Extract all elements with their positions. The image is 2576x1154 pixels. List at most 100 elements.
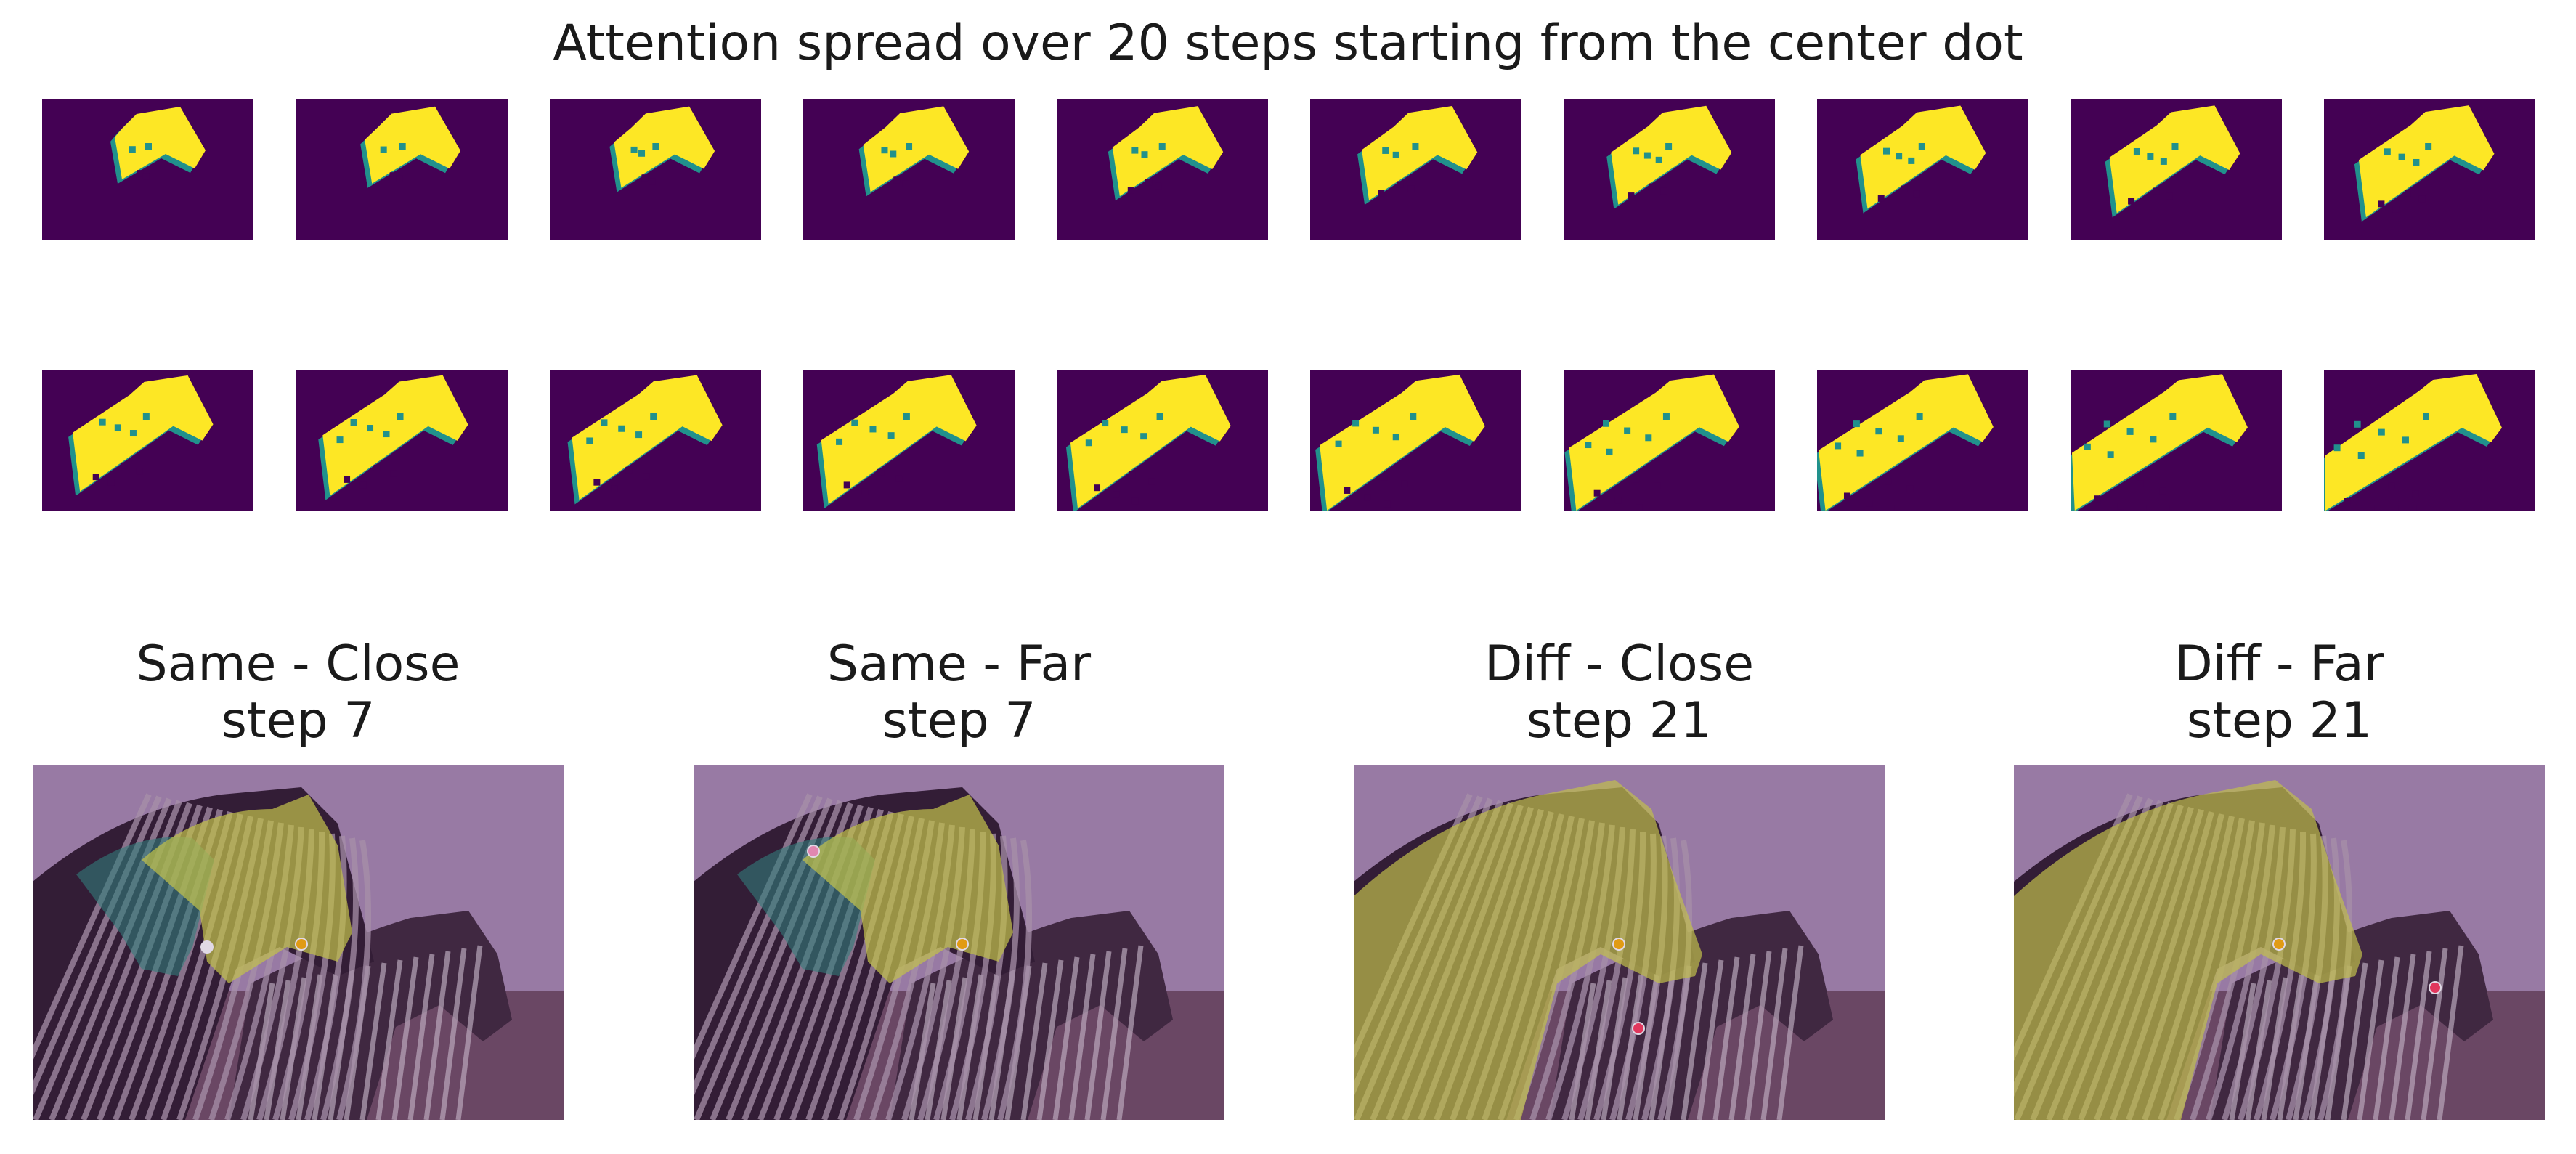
- attention-speckle: [1602, 420, 1609, 427]
- attention-speckle: [1382, 147, 1389, 154]
- attention-speckle: [652, 143, 659, 150]
- attention-speckle: [129, 146, 136, 153]
- attention-speckle: [2357, 452, 2365, 459]
- attention-map: [1606, 105, 1732, 209]
- attention-speckle: [1913, 190, 1920, 198]
- attention-speckle: [99, 418, 106, 426]
- attention-speckle: [2333, 444, 2341, 452]
- attention-step-18: [1817, 370, 2028, 511]
- attention-speckle: [1853, 420, 1860, 428]
- zebra-stripe: [1068, 954, 1096, 1120]
- zebra-stripe: [1084, 951, 1112, 1120]
- attention-speckle: [1654, 482, 1661, 489]
- attention-speckle: [887, 432, 895, 439]
- panel-title: Same - Close step 7: [33, 636, 564, 749]
- attention-speckle: [2137, 480, 2144, 487]
- zebra-stripe: [455, 945, 483, 1120]
- attention-speckle: [1906, 485, 1914, 492]
- attention-speckle: [359, 481, 367, 489]
- attention-speckle: [2160, 158, 2167, 165]
- attention-core: [821, 375, 977, 505]
- attention-speckle: [1585, 442, 1592, 449]
- attention-speckle: [142, 173, 150, 180]
- attention-step-11: [42, 370, 253, 511]
- attention-speckle: [390, 470, 397, 477]
- attention-speckle: [903, 413, 910, 420]
- attention-speckle: [1897, 435, 1904, 442]
- attention-speckle: [2159, 487, 2166, 495]
- panel-title: Diff - Close step 21: [1354, 636, 1885, 749]
- attention-map: [1817, 374, 1994, 511]
- attention-speckle: [1875, 428, 1882, 435]
- reference-point-dot: [1632, 1022, 1645, 1035]
- zebra-stripe: [1681, 962, 1708, 1120]
- attention-speckle: [1131, 497, 1139, 505]
- attention-speckle: [142, 413, 150, 420]
- attention-step-8: [1817, 99, 2028, 240]
- attention-map: [360, 106, 461, 188]
- attention-step-19: [2071, 370, 2282, 511]
- attention-core: [1819, 374, 1994, 511]
- zebra-photo: [2014, 765, 2545, 1120]
- attention-speckle: [1410, 413, 1417, 420]
- zebra-stripe: [2373, 956, 2400, 1120]
- attention-speckle: [643, 473, 650, 480]
- attention-step-20: [2324, 370, 2535, 511]
- reference-point-dot: [807, 845, 820, 858]
- attention-map: [1357, 105, 1478, 205]
- attention-speckle: [2392, 206, 2400, 213]
- panel-title-step: step 21: [2186, 692, 2373, 749]
- attention-speckle: [618, 425, 625, 432]
- attention-speckle: [350, 419, 357, 426]
- attention-map: [68, 375, 214, 496]
- attention-speckle: [1102, 420, 1109, 427]
- zebra-stripe: [2357, 959, 2384, 1120]
- attention-step-10: [2324, 99, 2535, 240]
- attention-map: [1564, 374, 1739, 511]
- attention-step-12: [296, 370, 508, 511]
- panel-title-condition: Diff - Far: [2174, 635, 2384, 693]
- attention-speckle: [1384, 500, 1391, 508]
- attention-core: [614, 106, 715, 188]
- attention-speckle: [2354, 420, 2361, 428]
- attention-speckle: [1624, 427, 1631, 434]
- attention-map: [2324, 374, 2502, 511]
- attention-speckle: [2344, 498, 2351, 505]
- zebra-stripe: [423, 951, 451, 1120]
- attention-map: [2354, 105, 2495, 222]
- zebra-stripe: [1036, 959, 1064, 1120]
- attention-speckle: [1094, 484, 1101, 492]
- attention-speckle: [2404, 190, 2411, 197]
- attention-speckle: [641, 174, 649, 182]
- attention-speckle: [2153, 187, 2160, 195]
- attention-core: [2358, 105, 2495, 218]
- zebra-stripe: [997, 840, 1033, 1120]
- attention-speckle: [1121, 426, 1128, 434]
- attention-speckle: [2084, 443, 2091, 450]
- attention-speckle: [1412, 143, 1419, 150]
- panel-title: Diff - Far step 21: [2014, 636, 2545, 749]
- attention-speckle: [2384, 148, 2391, 155]
- zebra-stripe: [336, 840, 372, 1120]
- attention-speckle: [906, 143, 913, 150]
- attention-speckle: [1856, 450, 1864, 457]
- attention-speckle: [2368, 505, 2375, 511]
- zebra-photo: [33, 765, 564, 1120]
- panel-title-condition: Same - Close: [136, 635, 460, 693]
- attention-overlay: [142, 795, 352, 983]
- attention-speckle: [129, 430, 137, 437]
- zebra-stripe: [981, 837, 1020, 1120]
- attention-speckle: [2378, 428, 2385, 436]
- attention-map: [2071, 374, 2248, 511]
- attention-speckle: [1372, 426, 1379, 434]
- attention-step-15: [1057, 370, 1268, 511]
- attention-speckle: [2418, 195, 2426, 203]
- attention-speckle: [1158, 143, 1166, 150]
- attention-speckle: [843, 481, 850, 489]
- attention-speckle: [1593, 489, 1601, 497]
- figure-title: Attention spread over 20 steps starting …: [553, 15, 2023, 72]
- attention-overlay: [2014, 780, 2362, 1120]
- attention-speckle: [121, 462, 128, 469]
- attention-speckle: [1614, 497, 1622, 504]
- attention-speckle: [2392, 505, 2399, 511]
